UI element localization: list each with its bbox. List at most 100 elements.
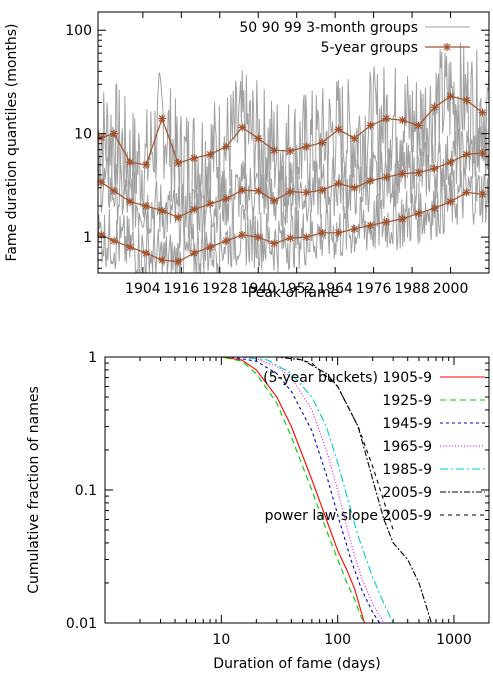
5-year-point — [478, 108, 487, 117]
5-year-point — [206, 243, 215, 252]
5-year-point — [366, 221, 375, 230]
5-year-point — [174, 213, 183, 222]
5-year-point — [110, 129, 119, 138]
5-year-point — [97, 178, 106, 187]
legend-title: (5-year buckets) — [263, 370, 378, 386]
5-year-point — [190, 205, 199, 214]
x-tick-label: 2000 — [433, 281, 469, 297]
legend-marker — [443, 43, 451, 51]
5-year-point — [334, 125, 343, 134]
5-year-point — [142, 249, 151, 258]
legend-series-name: 1905-9 — [378, 370, 432, 386]
5-year-point — [350, 134, 359, 143]
y-tick-label: 0.01 — [66, 616, 97, 632]
y-tick-label: 1 — [88, 350, 97, 366]
5-year-point — [126, 197, 135, 206]
5-year-point — [318, 138, 327, 147]
5-year-point — [126, 243, 135, 252]
plot-frame-1 — [97, 11, 490, 274]
legend-label: 1985-9 — [382, 462, 432, 478]
5-year-point — [286, 187, 295, 196]
5-year-point — [174, 159, 183, 168]
5-year-point — [478, 190, 487, 199]
x-tick-label: 100 — [324, 632, 351, 648]
legend-label: power law slope 2005-9 — [265, 508, 432, 524]
5-year-point — [110, 186, 119, 195]
x-tick-label: 1904 — [125, 281, 161, 297]
5-year-point — [446, 92, 455, 101]
y-tick-label: 1 — [83, 230, 92, 246]
x-tick-label: 1928 — [202, 281, 238, 297]
5-year-point — [206, 150, 215, 159]
5-year-point — [238, 230, 247, 239]
5-year-point — [238, 123, 247, 132]
5-year-point — [158, 206, 167, 215]
5-year-point — [302, 233, 311, 242]
5-year-point — [350, 183, 359, 192]
x-tick-label: 1976 — [356, 281, 392, 297]
y-tick-label: 100 — [65, 23, 92, 39]
series-1945-9 — [105, 356, 381, 624]
5-year-point — [270, 196, 279, 205]
5-year-point — [174, 257, 183, 266]
5-year-point — [350, 224, 359, 233]
y-axis-label: Cumulative fraction of names — [26, 386, 42, 594]
x-axis-label: Duration of fame (days) — [213, 656, 380, 672]
5-year-point — [222, 142, 231, 151]
5-year-point — [446, 197, 455, 206]
y-axis-label: Fame duration quantiles (months) — [4, 24, 20, 262]
5-year-point — [430, 103, 439, 112]
series-1905-9 — [105, 356, 366, 624]
y-tick-label: 10 — [74, 127, 92, 143]
5-year-point — [398, 169, 407, 178]
x-axis-label: Peak of fame — [248, 285, 339, 301]
5-year-point — [222, 194, 231, 203]
5-year-point — [254, 134, 263, 143]
5-year-point — [446, 158, 455, 167]
5-year-point — [254, 186, 263, 195]
5-year-point — [414, 168, 423, 177]
x-tick-label: 10 — [212, 632, 230, 648]
x-tick-label: 1964 — [317, 281, 353, 297]
5-year-point — [462, 188, 471, 197]
5-year-point — [366, 176, 375, 185]
x-tick-label: 1952 — [279, 281, 315, 297]
5-year-point — [190, 249, 199, 258]
5-year-point — [382, 218, 391, 227]
5-year-point — [382, 114, 391, 123]
5-year-point — [206, 199, 215, 208]
3-month-series-50 — [97, 167, 490, 274]
legend-label: (5-year buckets) 1905-9 — [263, 370, 432, 386]
legend-label: 50 90 99 3-month groups — [239, 20, 418, 36]
5-year-point — [110, 236, 119, 245]
series-1965-9 — [105, 356, 385, 624]
legend-label: 5-year groups — [321, 40, 418, 56]
legend-label: 1965-9 — [382, 439, 432, 455]
5-year-point — [270, 146, 279, 155]
5-year-point — [334, 228, 343, 237]
legend-label: 1945-9 — [382, 416, 432, 432]
series-1925-9 — [105, 356, 365, 624]
5-year-point — [142, 160, 151, 169]
5-year-point — [462, 96, 471, 105]
5-year-point — [302, 142, 311, 151]
legend-label: 1925-9 — [382, 393, 432, 409]
5-year-point — [286, 234, 295, 243]
5-year-point — [366, 121, 375, 130]
y-tick-label: 0.1 — [75, 483, 97, 499]
5-year-point — [97, 133, 106, 142]
5-year-point — [318, 186, 327, 195]
5-year-point — [270, 239, 279, 248]
5-year-point — [142, 201, 151, 210]
x-tick-label: 1000 — [436, 632, 472, 648]
series-1985-9 — [105, 356, 394, 624]
legend-label: 2005-9 — [382, 485, 432, 501]
x-tick-label: 1940 — [240, 281, 276, 297]
5-year-point — [430, 204, 439, 213]
5-year-point — [190, 154, 199, 163]
5-year-point — [254, 233, 263, 242]
x-tick-label: 1988 — [394, 281, 430, 297]
5-year-point — [222, 236, 231, 245]
5-year-point — [302, 188, 311, 197]
